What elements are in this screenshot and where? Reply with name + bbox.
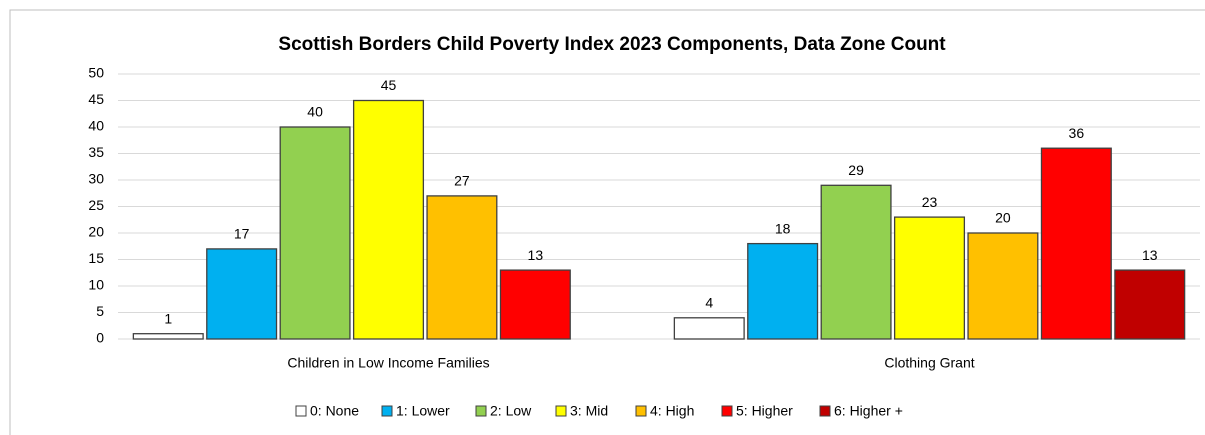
legend-swatch — [295, 405, 307, 417]
legend-swatch — [635, 405, 647, 417]
y-tick-label: 0 — [96, 330, 104, 346]
legend-swatch — [475, 405, 487, 417]
legend-label: 0: None — [310, 403, 359, 419]
value-label: 29 — [848, 162, 864, 178]
legend-label: 6: Higher + — [834, 403, 903, 419]
bar — [279, 126, 351, 340]
y-tick-label: 25 — [88, 197, 104, 213]
bar — [893, 216, 966, 340]
legend-label: 3: Mid — [570, 403, 608, 419]
value-label: 20 — [995, 210, 1011, 226]
y-tick-label: 40 — [88, 118, 104, 134]
y-tick-label: 5 — [96, 303, 104, 319]
y-tick-label: 45 — [88, 91, 104, 107]
value-label: 13 — [1142, 247, 1158, 263]
bar — [1114, 269, 1186, 340]
bar — [499, 269, 571, 340]
legend-label: 2: Low — [490, 403, 532, 419]
y-tick-label: 15 — [88, 250, 104, 266]
value-label: 4 — [705, 295, 713, 311]
value-label: 13 — [528, 247, 544, 263]
bar — [673, 317, 745, 340]
value-label: 27 — [454, 173, 470, 189]
value-label: 36 — [1069, 125, 1085, 141]
x-tick-label: Clothing Grant — [884, 355, 974, 371]
value-label: 17 — [234, 226, 250, 242]
legend-swatch — [721, 405, 733, 417]
y-tick-label: 30 — [88, 171, 104, 187]
bar — [352, 99, 425, 340]
value-label: 1 — [164, 310, 172, 326]
legend-label: 4: High — [650, 403, 694, 419]
bar — [132, 333, 204, 340]
value-label: 45 — [381, 77, 397, 93]
value-label: 23 — [922, 194, 938, 210]
y-tick-label: 50 — [88, 65, 104, 81]
bar — [747, 242, 819, 340]
y-tick-label: 35 — [88, 144, 104, 160]
bar — [1040, 147, 1112, 340]
legend-swatch — [555, 405, 567, 417]
bar — [820, 184, 892, 340]
legend-label: 5: Higher — [736, 403, 793, 419]
x-tick-label: Children in Low Income Families — [287, 355, 489, 371]
legend-swatch — [819, 405, 831, 417]
bar — [426, 195, 498, 340]
chart-frame — [9, 9, 1205, 435]
bar — [206, 248, 278, 340]
y-tick-label: 20 — [88, 224, 104, 240]
legend-swatch — [381, 405, 393, 417]
bar — [967, 232, 1039, 340]
value-label: 18 — [775, 220, 791, 236]
y-tick-label: 10 — [88, 277, 104, 293]
chart-title: Scottish Borders Child Poverty Index 202… — [278, 34, 946, 55]
legend-label: 1: Lower — [396, 403, 450, 419]
value-label: 40 — [307, 104, 323, 120]
